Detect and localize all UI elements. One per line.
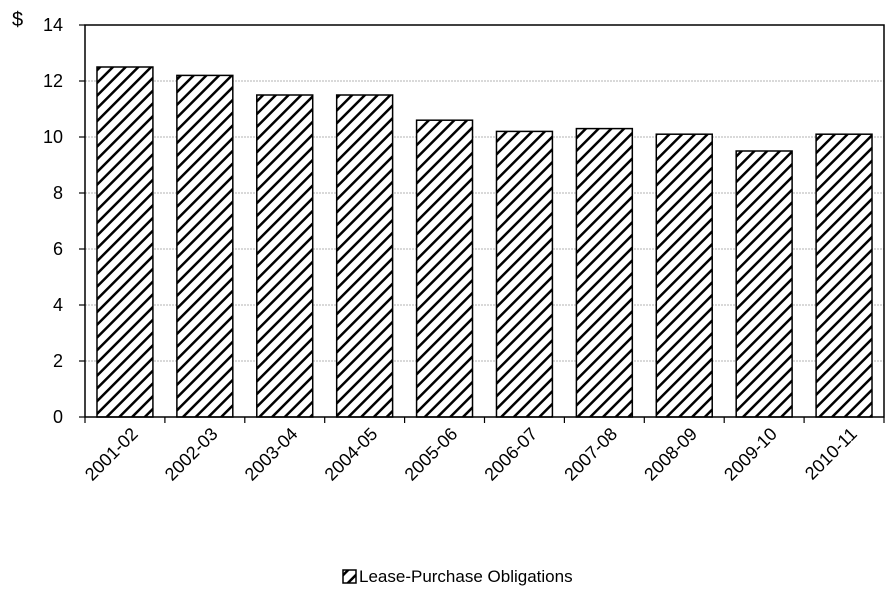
x-tick-label: 2001-02 xyxy=(81,424,142,485)
legend-swatch xyxy=(342,569,357,584)
bar-2009-10 xyxy=(735,150,793,418)
y-axis-unit-label: $ xyxy=(12,9,23,31)
bar-2005-06 xyxy=(415,119,474,418)
legend-label: Lease-Purchase Obligations xyxy=(359,567,573,586)
x-tick-label: 2002-03 xyxy=(161,424,222,485)
bar-2001-02 xyxy=(96,66,154,418)
legend: Lease-Purchase Obligations xyxy=(342,567,573,586)
x-tick-label: 2008-09 xyxy=(640,424,701,485)
y-axis-ticks: 0 2 4 6 8 10 12 14 xyxy=(43,15,85,427)
x-tick-label: 2006-07 xyxy=(480,424,541,485)
y-tick-label: 2 xyxy=(53,351,63,371)
y-tick-label: 4 xyxy=(53,295,63,315)
y-tick-label: 0 xyxy=(53,407,63,427)
x-tick-label: 2009-10 xyxy=(720,424,781,485)
x-axis-ticks: 2001-02 2002-03 2003-04 2004-05 2005-06 2006-… xyxy=(81,417,885,485)
x-tick-label: 2010-11 xyxy=(801,424,861,484)
y-tick-label: 10 xyxy=(43,127,63,147)
bars xyxy=(96,66,873,418)
bar-2002-03 xyxy=(176,74,234,418)
x-tick-label: 2005-06 xyxy=(401,424,462,485)
bar-2010-11 xyxy=(815,133,873,418)
y-tick-label: 12 xyxy=(43,71,63,91)
bar-2008-09 xyxy=(655,133,713,418)
y-tick-label: 6 xyxy=(53,239,63,259)
y-tick-label: 14 xyxy=(43,15,63,35)
y-tick-label: 8 xyxy=(53,183,63,203)
bar-2007-08 xyxy=(575,127,634,418)
x-tick-label: 2004-05 xyxy=(321,424,382,485)
x-tick-label: 2003-04 xyxy=(241,424,302,485)
bar-2004-05 xyxy=(335,94,394,418)
x-tick-label: 2007-08 xyxy=(560,424,621,485)
bar-2003-04 xyxy=(256,94,314,418)
bar-2006-07 xyxy=(495,130,554,418)
